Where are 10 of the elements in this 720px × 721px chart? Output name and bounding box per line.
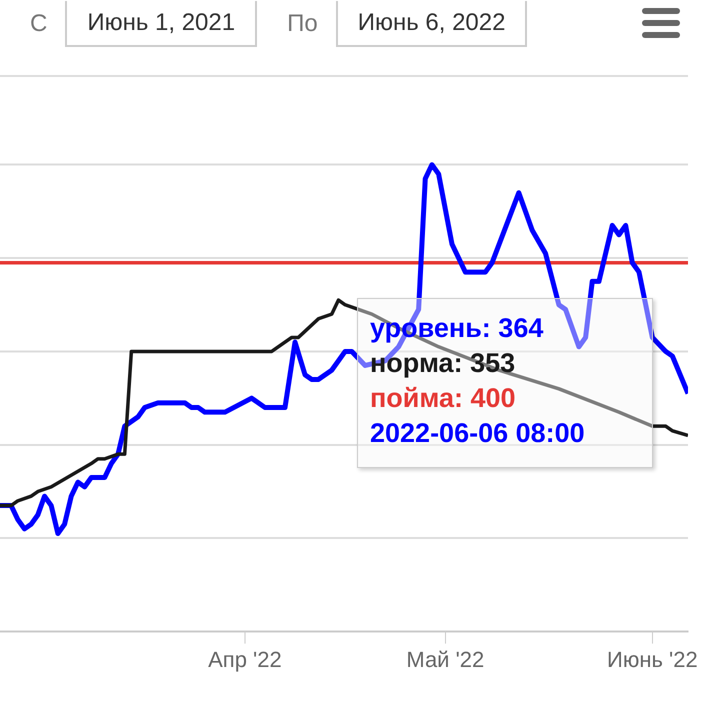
text: Июнь 1, 2021 <box>65 1 258 47</box>
x-tick-label: Май '22 <box>406 646 484 672</box>
annotation: пойма: 400 <box>370 382 517 415</box>
text: По <box>287 10 318 38</box>
text: С <box>30 10 48 38</box>
x-tick-label: Июнь '22 <box>607 646 698 672</box>
x-tick-label: Апр '22 <box>208 646 282 672</box>
text: Июнь 6, 2022 <box>336 1 528 47</box>
annotation: уровень: 364 <box>370 312 544 345</box>
annotation: 2022-06-06 08:00 <box>370 417 586 450</box>
